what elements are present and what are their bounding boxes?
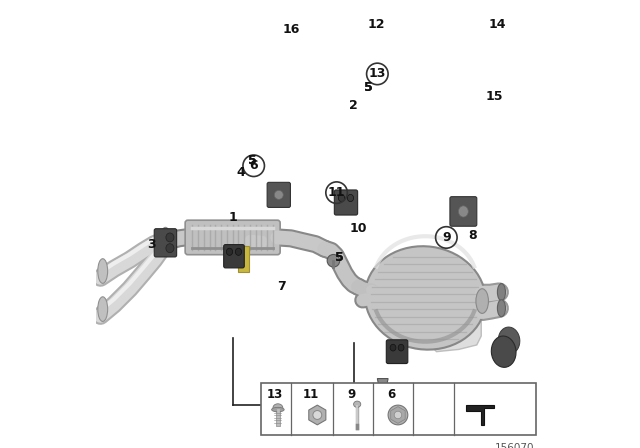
FancyBboxPatch shape	[223, 245, 244, 268]
FancyBboxPatch shape	[237, 246, 249, 272]
Text: 6: 6	[388, 388, 396, 401]
Circle shape	[275, 190, 284, 199]
Ellipse shape	[273, 404, 283, 412]
Text: 1: 1	[228, 211, 237, 224]
FancyBboxPatch shape	[450, 197, 477, 226]
Ellipse shape	[390, 344, 396, 351]
FancyBboxPatch shape	[334, 190, 358, 215]
Text: 5: 5	[335, 251, 344, 264]
Text: 7: 7	[278, 280, 286, 293]
Ellipse shape	[236, 248, 241, 255]
Text: 4: 4	[236, 166, 245, 179]
Polygon shape	[432, 307, 481, 352]
Ellipse shape	[353, 401, 361, 407]
Text: 8: 8	[468, 228, 477, 242]
Bar	[261, 383, 536, 435]
Text: 11: 11	[303, 388, 319, 401]
Ellipse shape	[458, 206, 468, 217]
Ellipse shape	[398, 344, 404, 351]
Ellipse shape	[98, 297, 108, 322]
Text: 5: 5	[335, 251, 344, 264]
Ellipse shape	[160, 227, 171, 256]
Ellipse shape	[489, 386, 516, 421]
Text: 5: 5	[248, 154, 256, 167]
Text: 9: 9	[348, 388, 355, 401]
Text: 10: 10	[349, 222, 367, 235]
Text: 12: 12	[367, 18, 385, 31]
Circle shape	[394, 411, 402, 419]
Text: 11: 11	[328, 186, 346, 199]
FancyBboxPatch shape	[387, 340, 408, 364]
Circle shape	[388, 405, 408, 425]
Ellipse shape	[227, 248, 232, 255]
Ellipse shape	[499, 327, 520, 354]
Ellipse shape	[339, 194, 345, 202]
Ellipse shape	[348, 194, 354, 202]
Polygon shape	[390, 407, 405, 423]
Text: 5: 5	[364, 81, 372, 94]
Ellipse shape	[492, 336, 516, 367]
Text: 9: 9	[442, 231, 451, 244]
Ellipse shape	[166, 233, 174, 242]
Text: 16: 16	[282, 22, 300, 36]
Text: 14: 14	[488, 18, 506, 31]
Text: 2: 2	[349, 99, 358, 112]
Text: 13: 13	[369, 67, 386, 81]
Text: 13: 13	[267, 388, 284, 401]
Circle shape	[313, 410, 322, 419]
Text: 3: 3	[148, 237, 156, 251]
Polygon shape	[308, 405, 326, 425]
Text: 5: 5	[364, 81, 372, 94]
Circle shape	[327, 254, 340, 267]
Text: 156070: 156070	[495, 443, 534, 448]
Ellipse shape	[166, 244, 174, 253]
Text: 6: 6	[250, 159, 258, 172]
Ellipse shape	[271, 407, 284, 412]
FancyBboxPatch shape	[185, 220, 280, 254]
Ellipse shape	[497, 284, 506, 301]
Text: 15: 15	[485, 90, 502, 103]
Polygon shape	[465, 405, 494, 425]
Ellipse shape	[476, 289, 488, 314]
Ellipse shape	[497, 300, 506, 317]
Text: 5: 5	[248, 154, 256, 167]
FancyBboxPatch shape	[267, 182, 291, 207]
FancyBboxPatch shape	[154, 228, 177, 257]
Polygon shape	[378, 379, 388, 405]
Ellipse shape	[98, 258, 108, 283]
Ellipse shape	[365, 246, 486, 349]
